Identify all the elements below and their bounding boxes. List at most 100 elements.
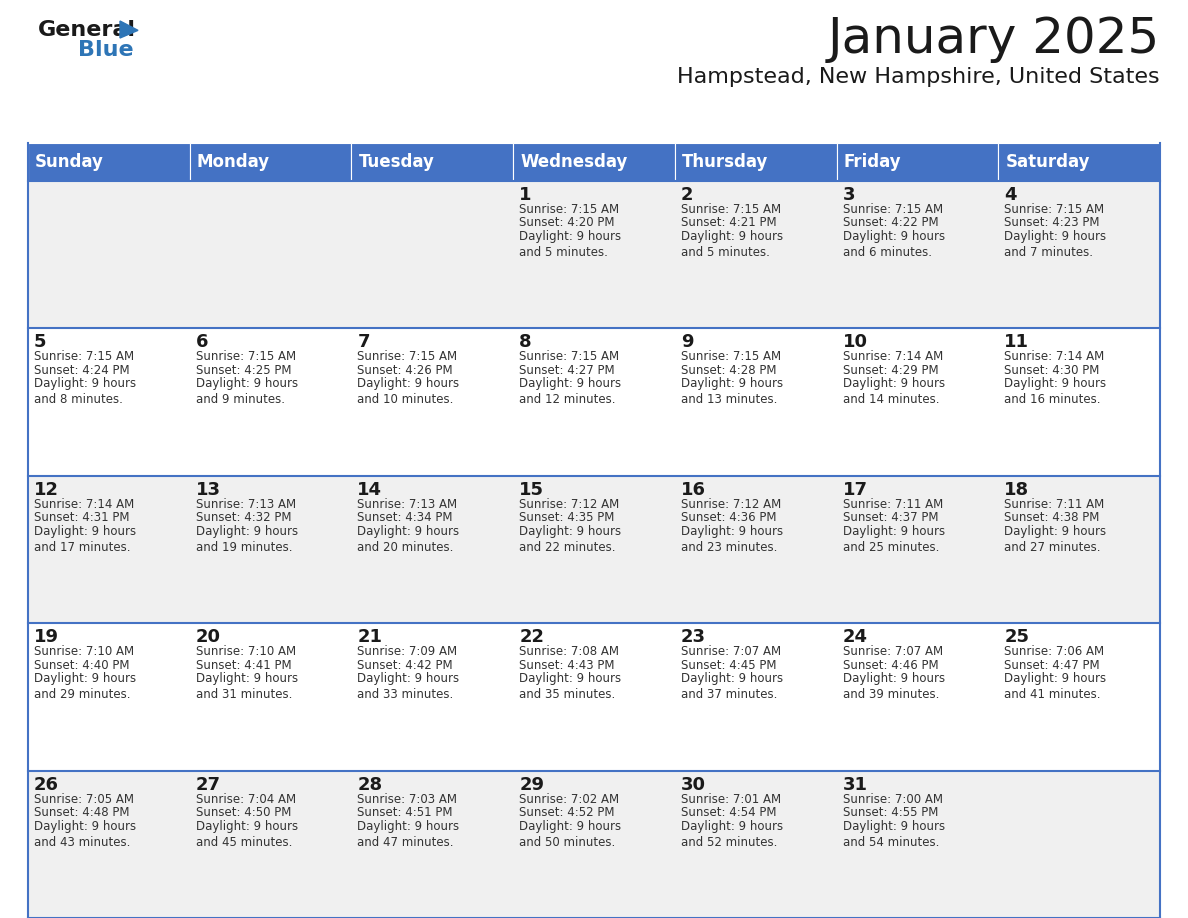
Text: Daylight: 9 hours
and 29 minutes.: Daylight: 9 hours and 29 minutes. — [34, 672, 137, 701]
Text: 5: 5 — [34, 333, 46, 352]
Text: General: General — [38, 20, 135, 40]
Text: Sunset: 4:55 PM: Sunset: 4:55 PM — [842, 806, 939, 819]
Text: Daylight: 9 hours
and 7 minutes.: Daylight: 9 hours and 7 minutes. — [1004, 230, 1106, 259]
Text: 1: 1 — [519, 186, 532, 204]
Text: Sunrise: 7:10 AM: Sunrise: 7:10 AM — [196, 645, 296, 658]
Text: Daylight: 9 hours
and 19 minutes.: Daylight: 9 hours and 19 minutes. — [196, 525, 298, 554]
Text: Daylight: 9 hours
and 39 minutes.: Daylight: 9 hours and 39 minutes. — [842, 672, 944, 701]
Text: Sunset: 4:25 PM: Sunset: 4:25 PM — [196, 364, 291, 377]
Text: Sunset: 4:27 PM: Sunset: 4:27 PM — [519, 364, 614, 377]
Text: Sunrise: 7:02 AM: Sunrise: 7:02 AM — [519, 792, 619, 806]
Text: Blue: Blue — [78, 40, 133, 60]
Text: Sunrise: 7:15 AM: Sunrise: 7:15 AM — [842, 203, 943, 216]
Text: Daylight: 9 hours
and 6 minutes.: Daylight: 9 hours and 6 minutes. — [842, 230, 944, 259]
Text: 8: 8 — [519, 333, 532, 352]
Text: 15: 15 — [519, 481, 544, 498]
Text: Sunset: 4:24 PM: Sunset: 4:24 PM — [34, 364, 129, 377]
Text: Daylight: 9 hours
and 25 minutes.: Daylight: 9 hours and 25 minutes. — [842, 525, 944, 554]
Text: Daylight: 9 hours
and 5 minutes.: Daylight: 9 hours and 5 minutes. — [519, 230, 621, 259]
Text: Sunset: 4:41 PM: Sunset: 4:41 PM — [196, 659, 291, 672]
Text: Daylight: 9 hours
and 33 minutes.: Daylight: 9 hours and 33 minutes. — [358, 672, 460, 701]
Text: Sunrise: 7:15 AM: Sunrise: 7:15 AM — [34, 351, 134, 364]
Text: Sunset: 4:28 PM: Sunset: 4:28 PM — [681, 364, 776, 377]
Bar — [675, 143, 836, 181]
Text: 29: 29 — [519, 776, 544, 793]
Text: Daylight: 9 hours
and 22 minutes.: Daylight: 9 hours and 22 minutes. — [519, 525, 621, 554]
Bar — [998, 143, 1159, 181]
Text: Sunrise: 7:07 AM: Sunrise: 7:07 AM — [842, 645, 943, 658]
Text: Sunrise: 7:12 AM: Sunrise: 7:12 AM — [519, 498, 619, 510]
Text: Sunrise: 7:15 AM: Sunrise: 7:15 AM — [681, 203, 781, 216]
Text: Sunset: 4:26 PM: Sunset: 4:26 PM — [358, 364, 453, 377]
Text: Daylight: 9 hours
and 54 minutes.: Daylight: 9 hours and 54 minutes. — [842, 820, 944, 848]
Text: Daylight: 9 hours
and 8 minutes.: Daylight: 9 hours and 8 minutes. — [34, 377, 137, 407]
Text: Sunrise: 7:15 AM: Sunrise: 7:15 AM — [519, 203, 619, 216]
Bar — [29, 329, 1159, 476]
Bar — [29, 476, 1159, 623]
Text: Sunrise: 7:15 AM: Sunrise: 7:15 AM — [1004, 203, 1105, 216]
Text: Sunset: 4:48 PM: Sunset: 4:48 PM — [34, 806, 129, 819]
Text: Sunset: 4:51 PM: Sunset: 4:51 PM — [358, 806, 453, 819]
Text: 2: 2 — [681, 186, 694, 204]
Text: Sunset: 4:22 PM: Sunset: 4:22 PM — [842, 217, 939, 230]
Text: Sunset: 4:31 PM: Sunset: 4:31 PM — [34, 511, 129, 524]
Text: Daylight: 9 hours
and 31 minutes.: Daylight: 9 hours and 31 minutes. — [196, 672, 298, 701]
Text: Daylight: 9 hours
and 12 minutes.: Daylight: 9 hours and 12 minutes. — [519, 377, 621, 407]
Text: 28: 28 — [358, 776, 383, 793]
Text: Daylight: 9 hours
and 27 minutes.: Daylight: 9 hours and 27 minutes. — [1004, 525, 1106, 554]
Text: 12: 12 — [34, 481, 59, 498]
Text: Daylight: 9 hours
and 20 minutes.: Daylight: 9 hours and 20 minutes. — [358, 525, 460, 554]
Bar — [513, 143, 675, 181]
Text: Sunrise: 7:05 AM: Sunrise: 7:05 AM — [34, 792, 134, 806]
Text: Sunrise: 7:11 AM: Sunrise: 7:11 AM — [1004, 498, 1105, 510]
Text: Sunrise: 7:00 AM: Sunrise: 7:00 AM — [842, 792, 942, 806]
Text: Sunrise: 7:08 AM: Sunrise: 7:08 AM — [519, 645, 619, 658]
Text: Sunday: Sunday — [34, 153, 103, 171]
Text: Sunrise: 7:12 AM: Sunrise: 7:12 AM — [681, 498, 781, 510]
Text: Sunset: 4:36 PM: Sunset: 4:36 PM — [681, 511, 776, 524]
Text: Daylight: 9 hours
and 16 minutes.: Daylight: 9 hours and 16 minutes. — [1004, 377, 1106, 407]
Text: Sunset: 4:45 PM: Sunset: 4:45 PM — [681, 659, 776, 672]
Text: Sunset: 4:38 PM: Sunset: 4:38 PM — [1004, 511, 1100, 524]
Bar — [29, 623, 1159, 770]
Text: Sunrise: 7:03 AM: Sunrise: 7:03 AM — [358, 792, 457, 806]
Text: 19: 19 — [34, 628, 59, 646]
Text: January 2025: January 2025 — [828, 15, 1159, 63]
Text: Sunrise: 7:15 AM: Sunrise: 7:15 AM — [196, 351, 296, 364]
Text: Sunset: 4:47 PM: Sunset: 4:47 PM — [1004, 659, 1100, 672]
Text: Monday: Monday — [197, 153, 270, 171]
Text: Daylight: 9 hours
and 9 minutes.: Daylight: 9 hours and 9 minutes. — [196, 377, 298, 407]
Text: Sunrise: 7:11 AM: Sunrise: 7:11 AM — [842, 498, 943, 510]
Text: 10: 10 — [842, 333, 867, 352]
Text: Wednesday: Wednesday — [520, 153, 627, 171]
Text: Sunrise: 7:07 AM: Sunrise: 7:07 AM — [681, 645, 781, 658]
Text: Daylight: 9 hours
and 52 minutes.: Daylight: 9 hours and 52 minutes. — [681, 820, 783, 848]
Text: Sunrise: 7:15 AM: Sunrise: 7:15 AM — [358, 351, 457, 364]
Text: Sunset: 4:21 PM: Sunset: 4:21 PM — [681, 217, 777, 230]
Text: Tuesday: Tuesday — [359, 153, 435, 171]
Text: Friday: Friday — [843, 153, 902, 171]
Text: Hampstead, New Hampshire, United States: Hampstead, New Hampshire, United States — [677, 67, 1159, 87]
Text: Sunrise: 7:09 AM: Sunrise: 7:09 AM — [358, 645, 457, 658]
Text: 23: 23 — [681, 628, 706, 646]
Text: 11: 11 — [1004, 333, 1029, 352]
Text: 17: 17 — [842, 481, 867, 498]
Text: Daylight: 9 hours
and 17 minutes.: Daylight: 9 hours and 17 minutes. — [34, 525, 137, 554]
Text: Daylight: 9 hours
and 43 minutes.: Daylight: 9 hours and 43 minutes. — [34, 820, 137, 848]
Text: Sunset: 4:29 PM: Sunset: 4:29 PM — [842, 364, 939, 377]
Text: 24: 24 — [842, 628, 867, 646]
Bar — [352, 143, 513, 181]
Text: Daylight: 9 hours
and 37 minutes.: Daylight: 9 hours and 37 minutes. — [681, 672, 783, 701]
Text: Daylight: 9 hours
and 47 minutes.: Daylight: 9 hours and 47 minutes. — [358, 820, 460, 848]
Text: Sunset: 4:54 PM: Sunset: 4:54 PM — [681, 806, 776, 819]
Text: Sunset: 4:52 PM: Sunset: 4:52 PM — [519, 806, 614, 819]
Text: Sunset: 4:46 PM: Sunset: 4:46 PM — [842, 659, 939, 672]
Text: Daylight: 9 hours
and 35 minutes.: Daylight: 9 hours and 35 minutes. — [519, 672, 621, 701]
Polygon shape — [120, 21, 138, 38]
Text: Saturday: Saturday — [1005, 153, 1089, 171]
Text: Sunset: 4:40 PM: Sunset: 4:40 PM — [34, 659, 129, 672]
Text: 31: 31 — [842, 776, 867, 793]
Text: Sunrise: 7:13 AM: Sunrise: 7:13 AM — [358, 498, 457, 510]
Bar — [29, 181, 1159, 329]
Text: Daylight: 9 hours
and 23 minutes.: Daylight: 9 hours and 23 minutes. — [681, 525, 783, 554]
